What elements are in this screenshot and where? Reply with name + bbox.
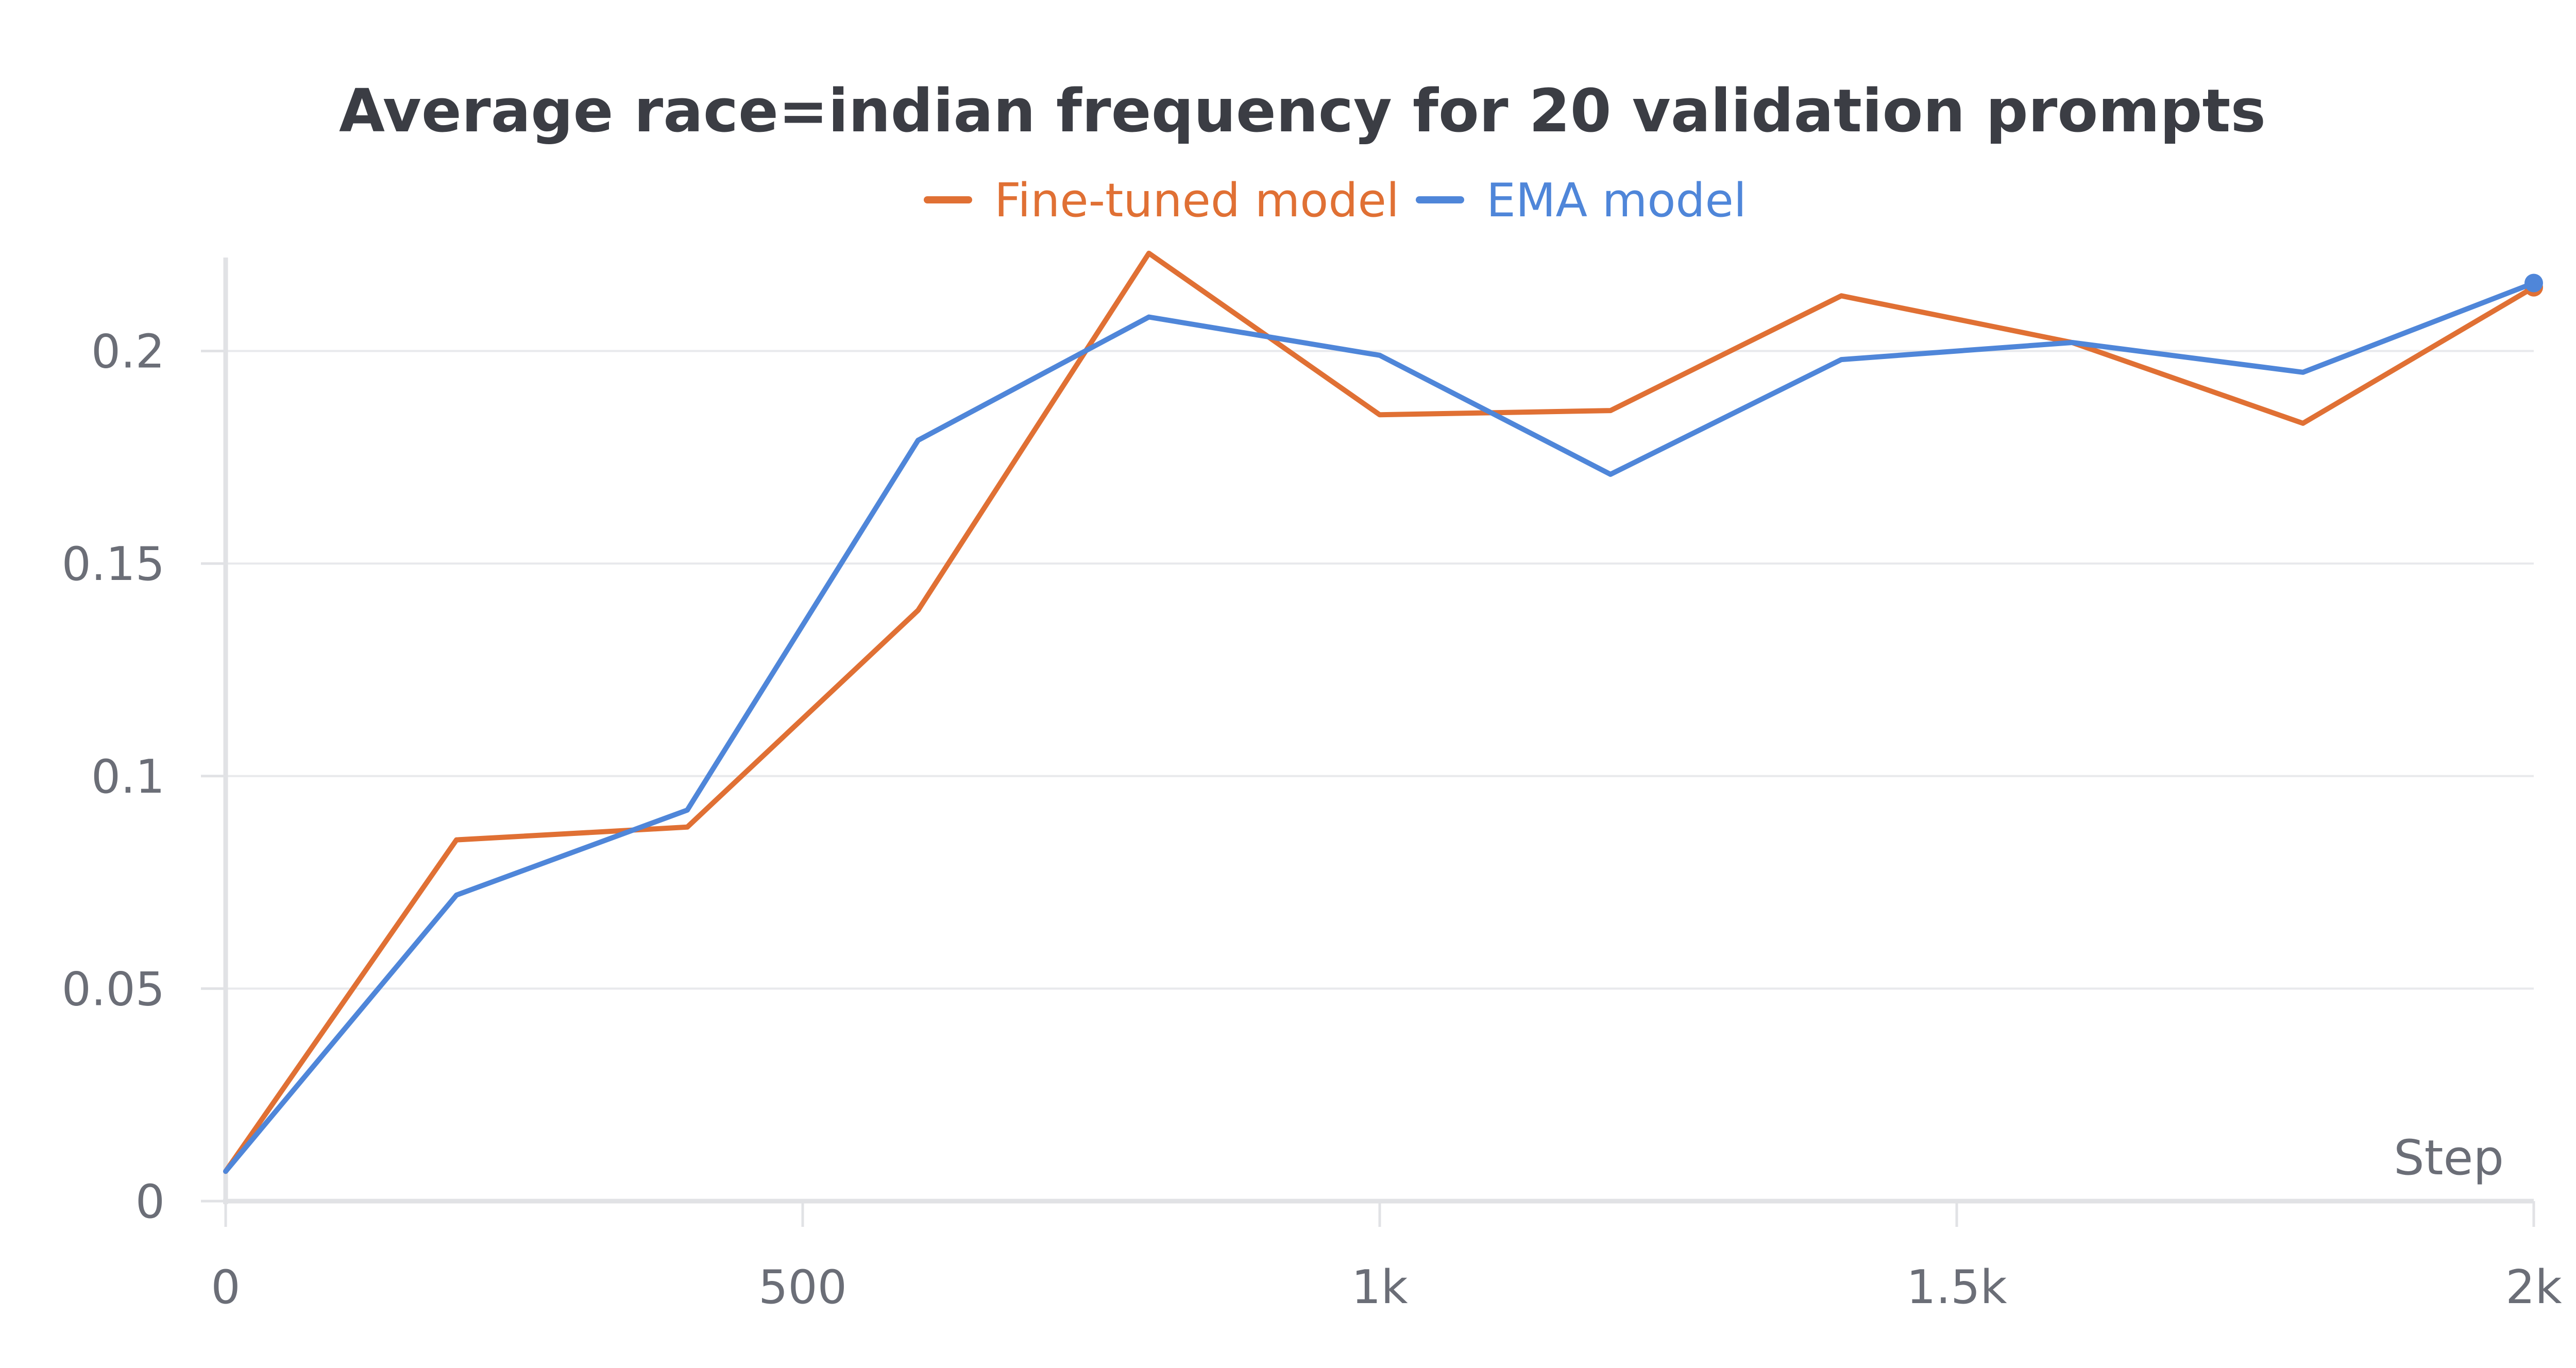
x-tick-label: 0 <box>211 1260 240 1314</box>
y-tick-label: 0 <box>135 1175 165 1229</box>
y-axis-ticks: 0 0.05 0.1 0.15 0.2 <box>62 325 226 1229</box>
y-tick-label: 0.2 <box>91 325 165 379</box>
chart-title: Average race=indian frequency for 20 val… <box>339 77 2266 146</box>
legend-label: EMA model <box>1486 174 1747 228</box>
series-layer <box>223 250 2543 1174</box>
y-tick-label: 0.05 <box>62 962 165 1016</box>
grid-lines <box>226 350 2534 990</box>
y-tick-label: 0.1 <box>91 750 165 804</box>
x-tick-label: 500 <box>758 1260 847 1314</box>
legend-label: Fine-tuned model <box>994 174 1399 228</box>
axes <box>223 258 2534 1204</box>
x-tick-label: 2k <box>2505 1260 2562 1314</box>
x-axis-title: Step <box>2394 1130 2504 1186</box>
y-tick-label: 0.15 <box>62 537 165 591</box>
x-axis-ticks: 0 500 1k 1.5k 2k <box>211 1201 2562 1314</box>
series-endpoint-marker <box>2524 273 2543 293</box>
x-tick-label: 1k <box>1351 1260 1408 1314</box>
legend: Fine-tuned model EMA model <box>924 174 1747 228</box>
x-tick-label: 1.5k <box>1906 1260 2007 1314</box>
series-line-fine-tuned-model <box>223 250 2536 1174</box>
series-line-ema-model <box>223 280 2536 1174</box>
